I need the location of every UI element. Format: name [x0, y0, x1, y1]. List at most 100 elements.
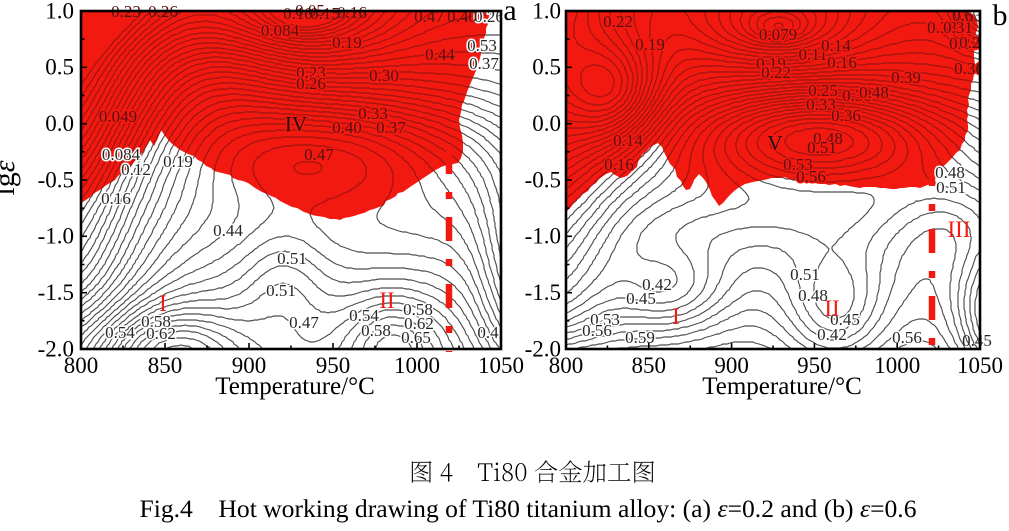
- svg-text:0.54: 0.54: [105, 323, 135, 342]
- svg-text:0.10: 0.10: [283, 4, 313, 23]
- svg-text:0.0: 0.0: [45, 111, 74, 136]
- svg-text:III: III: [948, 217, 971, 242]
- svg-text:0.079: 0.079: [759, 25, 797, 44]
- svg-text:0.33: 0.33: [806, 95, 836, 114]
- svg-text:1.0: 1.0: [45, 0, 74, 23]
- svg-text:0.19: 0.19: [756, 54, 786, 73]
- svg-text:0.58: 0.58: [361, 321, 391, 340]
- svg-text:0.14: 0.14: [821, 36, 851, 55]
- svg-text:0.26: 0.26: [296, 74, 326, 93]
- svg-text:0.5: 0.5: [45, 55, 74, 80]
- svg-text:0.19: 0.19: [635, 35, 665, 54]
- svg-text:0.049: 0.049: [99, 107, 137, 126]
- svg-text:0.19: 0.19: [332, 33, 362, 52]
- svg-text:Temperature/°C: Temperature/°C: [215, 373, 375, 400]
- svg-text:I: I: [672, 304, 680, 329]
- svg-text:0.084: 0.084: [102, 145, 141, 164]
- svg-text:0.54: 0.54: [349, 306, 379, 325]
- svg-text:a: a: [503, 0, 516, 27]
- svg-text:0.5: 0.5: [532, 55, 561, 80]
- svg-text:II: II: [824, 296, 839, 321]
- svg-text:0.56: 0.56: [582, 321, 612, 340]
- svg-text:0.47: 0.47: [304, 145, 334, 164]
- svg-text:0.36: 0.36: [954, 59, 984, 78]
- svg-text:0.31: 0.31: [943, 18, 973, 37]
- svg-text:950: 950: [797, 353, 832, 378]
- svg-text:0.28: 0.28: [959, 33, 989, 52]
- svg-text:0.19: 0.19: [163, 152, 193, 171]
- svg-text:0.15: 0.15: [310, 4, 340, 23]
- svg-text:0.45: 0.45: [626, 289, 656, 308]
- svg-text:0.51: 0.51: [266, 281, 296, 300]
- svg-text:0.45: 0.45: [962, 331, 992, 350]
- svg-text:lgε: lgε: [0, 160, 21, 195]
- svg-text:850: 850: [632, 353, 667, 378]
- svg-text:0.33: 0.33: [358, 104, 388, 123]
- svg-text:0.51: 0.51: [790, 265, 820, 284]
- svg-text:0.39: 0.39: [891, 68, 921, 87]
- svg-text:0.4: 0.4: [477, 323, 499, 342]
- svg-text:0.14: 0.14: [613, 131, 643, 150]
- svg-text:800: 800: [549, 353, 584, 378]
- svg-text:0.48: 0.48: [935, 163, 965, 182]
- svg-text:900: 900: [714, 353, 749, 378]
- svg-text:0.42: 0.42: [642, 275, 672, 294]
- svg-text:0.22: 0.22: [603, 12, 633, 31]
- svg-text:-0.5: -0.5: [38, 167, 74, 192]
- svg-text:-1.0: -1.0: [525, 224, 561, 249]
- svg-text:0.38: 0.38: [842, 86, 872, 105]
- svg-text:0.51: 0.51: [807, 138, 837, 157]
- svg-text:-1.5: -1.5: [38, 280, 74, 305]
- svg-text:0.16: 0.16: [604, 155, 634, 174]
- svg-text:850: 850: [148, 353, 183, 378]
- svg-text:0.12: 0.12: [121, 160, 151, 179]
- svg-text:Fig.4 Hot working drawing of T: Fig.4 Hot working drawing of Ti80 titani…: [139, 494, 916, 523]
- svg-text:II: II: [379, 288, 394, 313]
- svg-text:-1.0: -1.0: [38, 224, 74, 249]
- svg-text:0.44: 0.44: [213, 221, 243, 240]
- svg-text:0.58: 0.58: [141, 312, 171, 331]
- svg-text:1050: 1050: [957, 353, 1003, 378]
- svg-text:0.36: 0.36: [831, 106, 861, 125]
- svg-text:0.40: 0.40: [332, 118, 362, 137]
- svg-text:0.53: 0.53: [467, 36, 497, 55]
- svg-text:800: 800: [64, 353, 99, 378]
- svg-text:b: b: [993, 0, 1008, 32]
- svg-text:IV: IV: [285, 112, 307, 136]
- svg-text:0.44: 0.44: [425, 45, 455, 64]
- svg-text:0.0: 0.0: [532, 111, 561, 136]
- svg-text:0.59: 0.59: [625, 328, 655, 347]
- svg-text:0.65: 0.65: [401, 328, 431, 347]
- svg-text:0.11: 0.11: [798, 45, 827, 64]
- svg-text:0.084: 0.084: [261, 21, 300, 40]
- svg-text:0.42: 0.42: [817, 325, 847, 344]
- svg-text:0.45: 0.45: [830, 310, 860, 329]
- svg-text:1.0: 1.0: [532, 0, 561, 23]
- svg-text:I: I: [159, 291, 167, 316]
- svg-text:0.56: 0.56: [796, 167, 826, 186]
- svg-text:900: 900: [232, 353, 267, 378]
- svg-text:0.16: 0.16: [337, 3, 367, 22]
- svg-text:0.62: 0.62: [404, 314, 434, 333]
- svg-text:0.48: 0.48: [798, 286, 828, 305]
- svg-text:-1.5: -1.5: [525, 280, 561, 305]
- svg-text:0.48: 0.48: [859, 83, 889, 102]
- svg-text:0.63: 0.63: [952, 6, 982, 25]
- svg-text:Temperature/°C: Temperature/°C: [702, 373, 862, 400]
- svg-text:0.62: 0.62: [146, 324, 176, 343]
- svg-text:0.37: 0.37: [376, 118, 406, 137]
- svg-text:0.58: 0.58: [403, 300, 433, 319]
- svg-text:0.56: 0.56: [892, 328, 922, 347]
- svg-text:V: V: [767, 131, 782, 155]
- svg-text:0.53: 0.53: [783, 155, 813, 174]
- svg-text:0.37: 0.37: [469, 54, 499, 73]
- svg-text:1000: 1000: [394, 353, 440, 378]
- svg-text:-2.0: -2.0: [525, 336, 561, 361]
- svg-text:0.25: 0.25: [808, 81, 838, 100]
- svg-text:-0.5: -0.5: [525, 167, 561, 192]
- svg-text:0.53: 0.53: [590, 310, 620, 329]
- svg-text:0.26: 0.26: [474, 7, 504, 26]
- svg-text:0.25: 0.25: [949, 34, 979, 53]
- svg-text:1050: 1050: [478, 353, 524, 378]
- svg-text:1000: 1000: [874, 353, 920, 378]
